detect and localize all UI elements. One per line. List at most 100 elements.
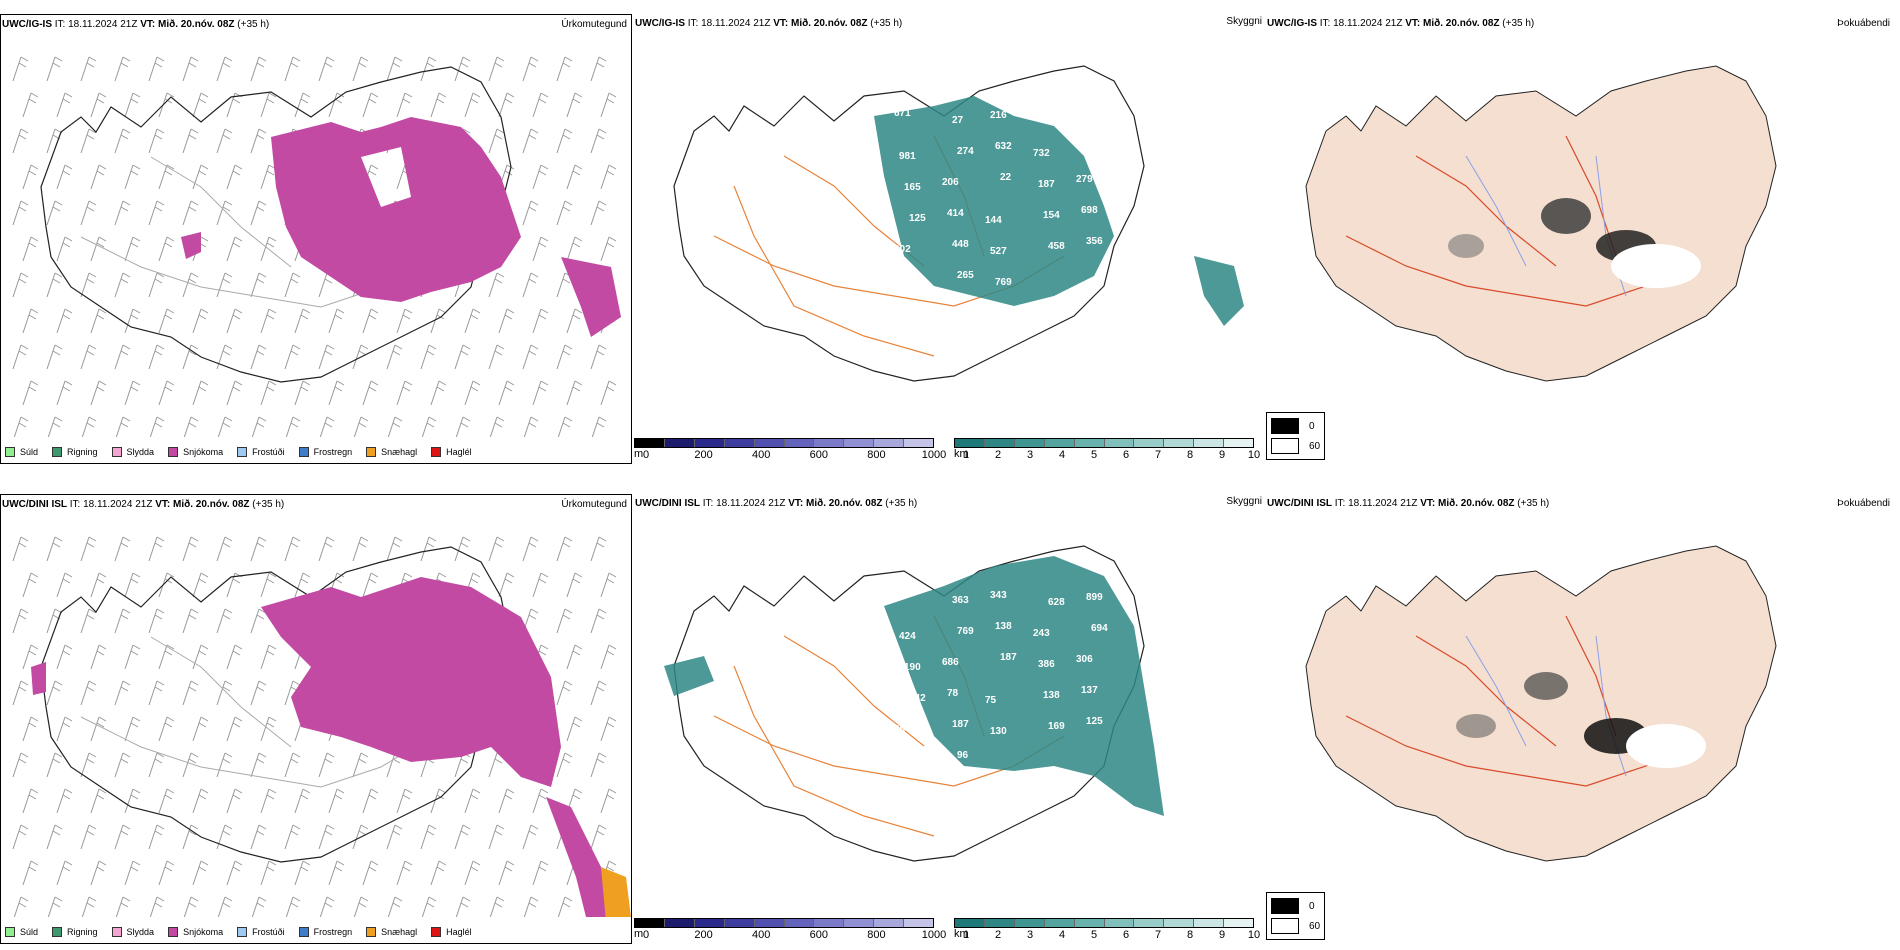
fog-legend-label: 0 bbox=[1309, 420, 1315, 432]
wind-barb bbox=[226, 164, 243, 190]
wind-barb bbox=[90, 164, 107, 190]
wind-barb bbox=[22, 716, 39, 742]
wind-barb bbox=[488, 128, 505, 154]
wind-barb bbox=[56, 164, 73, 190]
wind-barb bbox=[600, 716, 617, 742]
height-label: 78 bbox=[947, 688, 959, 699]
colorbar-segment bbox=[694, 919, 725, 927]
height-label: 125 bbox=[909, 213, 926, 224]
wind-barb bbox=[22, 572, 39, 598]
panel-title: Úrkomutegund bbox=[561, 19, 627, 30]
wind-barb bbox=[124, 164, 141, 190]
snow-strip-east bbox=[546, 797, 610, 917]
colorbar-segment bbox=[1074, 439, 1105, 447]
wind-barb bbox=[566, 308, 583, 334]
height-label: 284 bbox=[894, 724, 911, 735]
panel-header: UWC/IG-IS IT: 18.11.2024 21Z VT: Mið. 20… bbox=[635, 18, 903, 29]
wind-barb bbox=[522, 128, 539, 154]
wind-barb bbox=[124, 860, 141, 886]
visibility-colorbar: 1 2 3 4 5 6 7 8 9 10 km bbox=[954, 438, 1260, 462]
wind-barb bbox=[80, 680, 97, 706]
wind-barb bbox=[46, 344, 63, 370]
colorbar-segment bbox=[664, 919, 695, 927]
wind-barb bbox=[556, 56, 573, 82]
wind-barb bbox=[80, 344, 97, 370]
legend-label: Snjókoma bbox=[183, 447, 224, 457]
wind-barb bbox=[284, 56, 301, 82]
wind-barb bbox=[464, 860, 481, 886]
wind-barb bbox=[148, 680, 165, 706]
colorbar-segment bbox=[1134, 919, 1165, 927]
wind-barb bbox=[362, 92, 379, 118]
wind-barb bbox=[182, 680, 199, 706]
wind-barb bbox=[192, 860, 209, 886]
height-label: 243 bbox=[1033, 628, 1050, 639]
wind-barb bbox=[148, 272, 165, 298]
colorbar-tick: 8 bbox=[1186, 449, 1194, 461]
wind-barb bbox=[124, 644, 141, 670]
precip-legend: Súld Rigning Slydda Snjókoma Frostúði Frostre… bbox=[5, 927, 486, 937]
wind-barb bbox=[362, 308, 379, 334]
wind-barb bbox=[12, 752, 29, 778]
wind-barb bbox=[158, 380, 175, 406]
legend-label: Frostúði bbox=[252, 927, 285, 937]
panel-header: UWC/DINI ISL IT: 18.11.2024 21Z VT: Mið.… bbox=[1267, 498, 1550, 509]
legend-item: Snjókoma bbox=[168, 447, 223, 457]
wind-barb bbox=[498, 92, 515, 118]
wind-barb bbox=[22, 860, 39, 886]
wind-barb bbox=[216, 200, 233, 226]
wind-barb bbox=[386, 56, 403, 82]
sleet-patch bbox=[601, 867, 631, 917]
wind-barb bbox=[182, 536, 199, 562]
wind-barb bbox=[158, 788, 175, 814]
wind-barb bbox=[328, 92, 345, 118]
wind-barb bbox=[600, 572, 617, 598]
colorbar-tick: 3 bbox=[1026, 449, 1034, 461]
wind-barb bbox=[430, 92, 447, 118]
snow-area bbox=[271, 117, 521, 302]
wind-barb bbox=[148, 608, 165, 634]
height-label: 698 bbox=[1081, 205, 1098, 216]
wind-barb bbox=[250, 56, 267, 82]
wind-barb bbox=[114, 344, 131, 370]
wind-barb bbox=[22, 644, 39, 670]
wind-barb bbox=[421, 896, 437, 917]
wind-barb bbox=[56, 236, 73, 262]
legend-label: Slydda bbox=[126, 927, 155, 937]
wind-barb bbox=[352, 536, 369, 562]
wind-barb bbox=[294, 788, 311, 814]
wind-barb bbox=[284, 752, 301, 778]
panel-title: Úrkomutegund bbox=[561, 499, 627, 510]
wind-barb bbox=[12, 200, 29, 226]
wind-barb bbox=[47, 416, 63, 437]
wind-barb bbox=[158, 92, 175, 118]
wind-barb bbox=[386, 536, 403, 562]
wind-barb bbox=[396, 380, 413, 406]
wind-barb bbox=[148, 56, 165, 82]
wind-barb bbox=[250, 272, 267, 298]
wind-barb bbox=[216, 344, 233, 370]
legend-item: Slydda bbox=[111, 927, 155, 937]
legend-item: Rigning bbox=[52, 927, 98, 937]
colorbar-tick: 4 bbox=[1058, 929, 1066, 941]
wind-barb bbox=[464, 92, 481, 118]
height-label: 154 bbox=[1043, 210, 1060, 221]
legend-label: Snjókoma bbox=[183, 927, 224, 937]
height-label: 343 bbox=[990, 590, 1007, 601]
wind-barb bbox=[80, 272, 97, 298]
wind-barb bbox=[590, 752, 607, 778]
wind-barb bbox=[226, 860, 243, 886]
wind-barb bbox=[12, 680, 29, 706]
height-label: 274 bbox=[957, 146, 974, 157]
wind-barb bbox=[250, 824, 267, 850]
wind-barb bbox=[56, 92, 73, 118]
height-label: 265 bbox=[957, 270, 974, 281]
wind-barb bbox=[80, 56, 97, 82]
wind-barb bbox=[56, 572, 73, 598]
wind-barb bbox=[260, 644, 277, 670]
wind-barb bbox=[81, 896, 97, 917]
wind-barb bbox=[260, 380, 277, 406]
wind-barb bbox=[532, 380, 549, 406]
wind-barb bbox=[46, 200, 63, 226]
height-label: 41 bbox=[1048, 117, 1060, 128]
